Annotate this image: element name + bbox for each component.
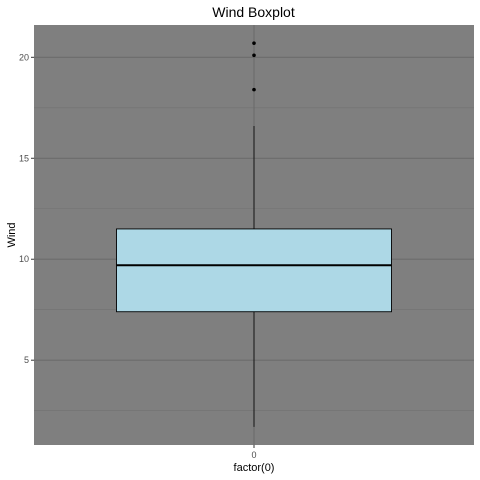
outlier-point bbox=[252, 53, 256, 58]
y-tick-label: 15 bbox=[19, 153, 29, 163]
box-layer bbox=[116, 41, 392, 427]
x-axis-title: factor(0) bbox=[234, 462, 275, 474]
outlier-point bbox=[252, 41, 256, 45]
y-axis-title: Wind bbox=[6, 222, 18, 247]
box bbox=[116, 228, 392, 313]
x-axis: 0 bbox=[251, 445, 257, 460]
y-tick-label: 20 bbox=[19, 52, 29, 62]
y-axis: 5 10 15 20 bbox=[19, 52, 34, 365]
y-tick-label: 5 bbox=[24, 355, 29, 365]
x-tick-label: 0 bbox=[251, 450, 256, 460]
y-tick-label: 10 bbox=[19, 254, 29, 264]
chart-title: Wind Boxplot bbox=[212, 4, 295, 20]
outlier-point bbox=[252, 87, 256, 92]
